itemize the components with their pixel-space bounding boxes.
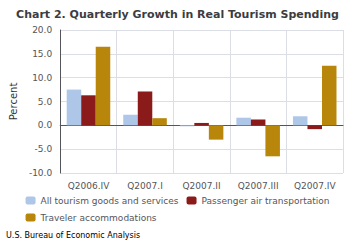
svg-text:Passenger air transportation: Passenger air transportation xyxy=(202,196,330,206)
svg-text:-10.0: -10.0 xyxy=(29,168,53,178)
svg-text:5.0: 5.0 xyxy=(38,97,53,107)
svg-text:Q2007.II: Q2007.II xyxy=(183,181,221,191)
svg-text:Q2006.IV: Q2006.IV xyxy=(68,181,111,191)
svg-text:10.0: 10.0 xyxy=(32,73,52,83)
svg-text:Percent: Percent xyxy=(8,83,19,121)
svg-text:Q2007.IV: Q2007.IV xyxy=(294,181,337,191)
svg-text:Chart 2. Quarterly Growth in R: Chart 2. Quarterly Growth in Real Touris… xyxy=(16,8,339,21)
svg-text:U.S. Bureau of Economic Analys: U.S. Bureau of Economic Analysis xyxy=(6,231,140,240)
svg-text:All tourism goods and services: All tourism goods and services xyxy=(41,196,179,206)
svg-text:20.0: 20.0 xyxy=(32,25,52,35)
svg-text:Traveler accommodations: Traveler accommodations xyxy=(40,213,157,223)
svg-text:Q2007.III: Q2007.III xyxy=(238,181,279,191)
svg-text:15.0: 15.0 xyxy=(32,49,52,59)
svg-text:0.0: 0.0 xyxy=(38,120,53,130)
svg-text:-5.0: -5.0 xyxy=(35,144,53,154)
svg-text:Q2007.I: Q2007.I xyxy=(127,181,163,191)
